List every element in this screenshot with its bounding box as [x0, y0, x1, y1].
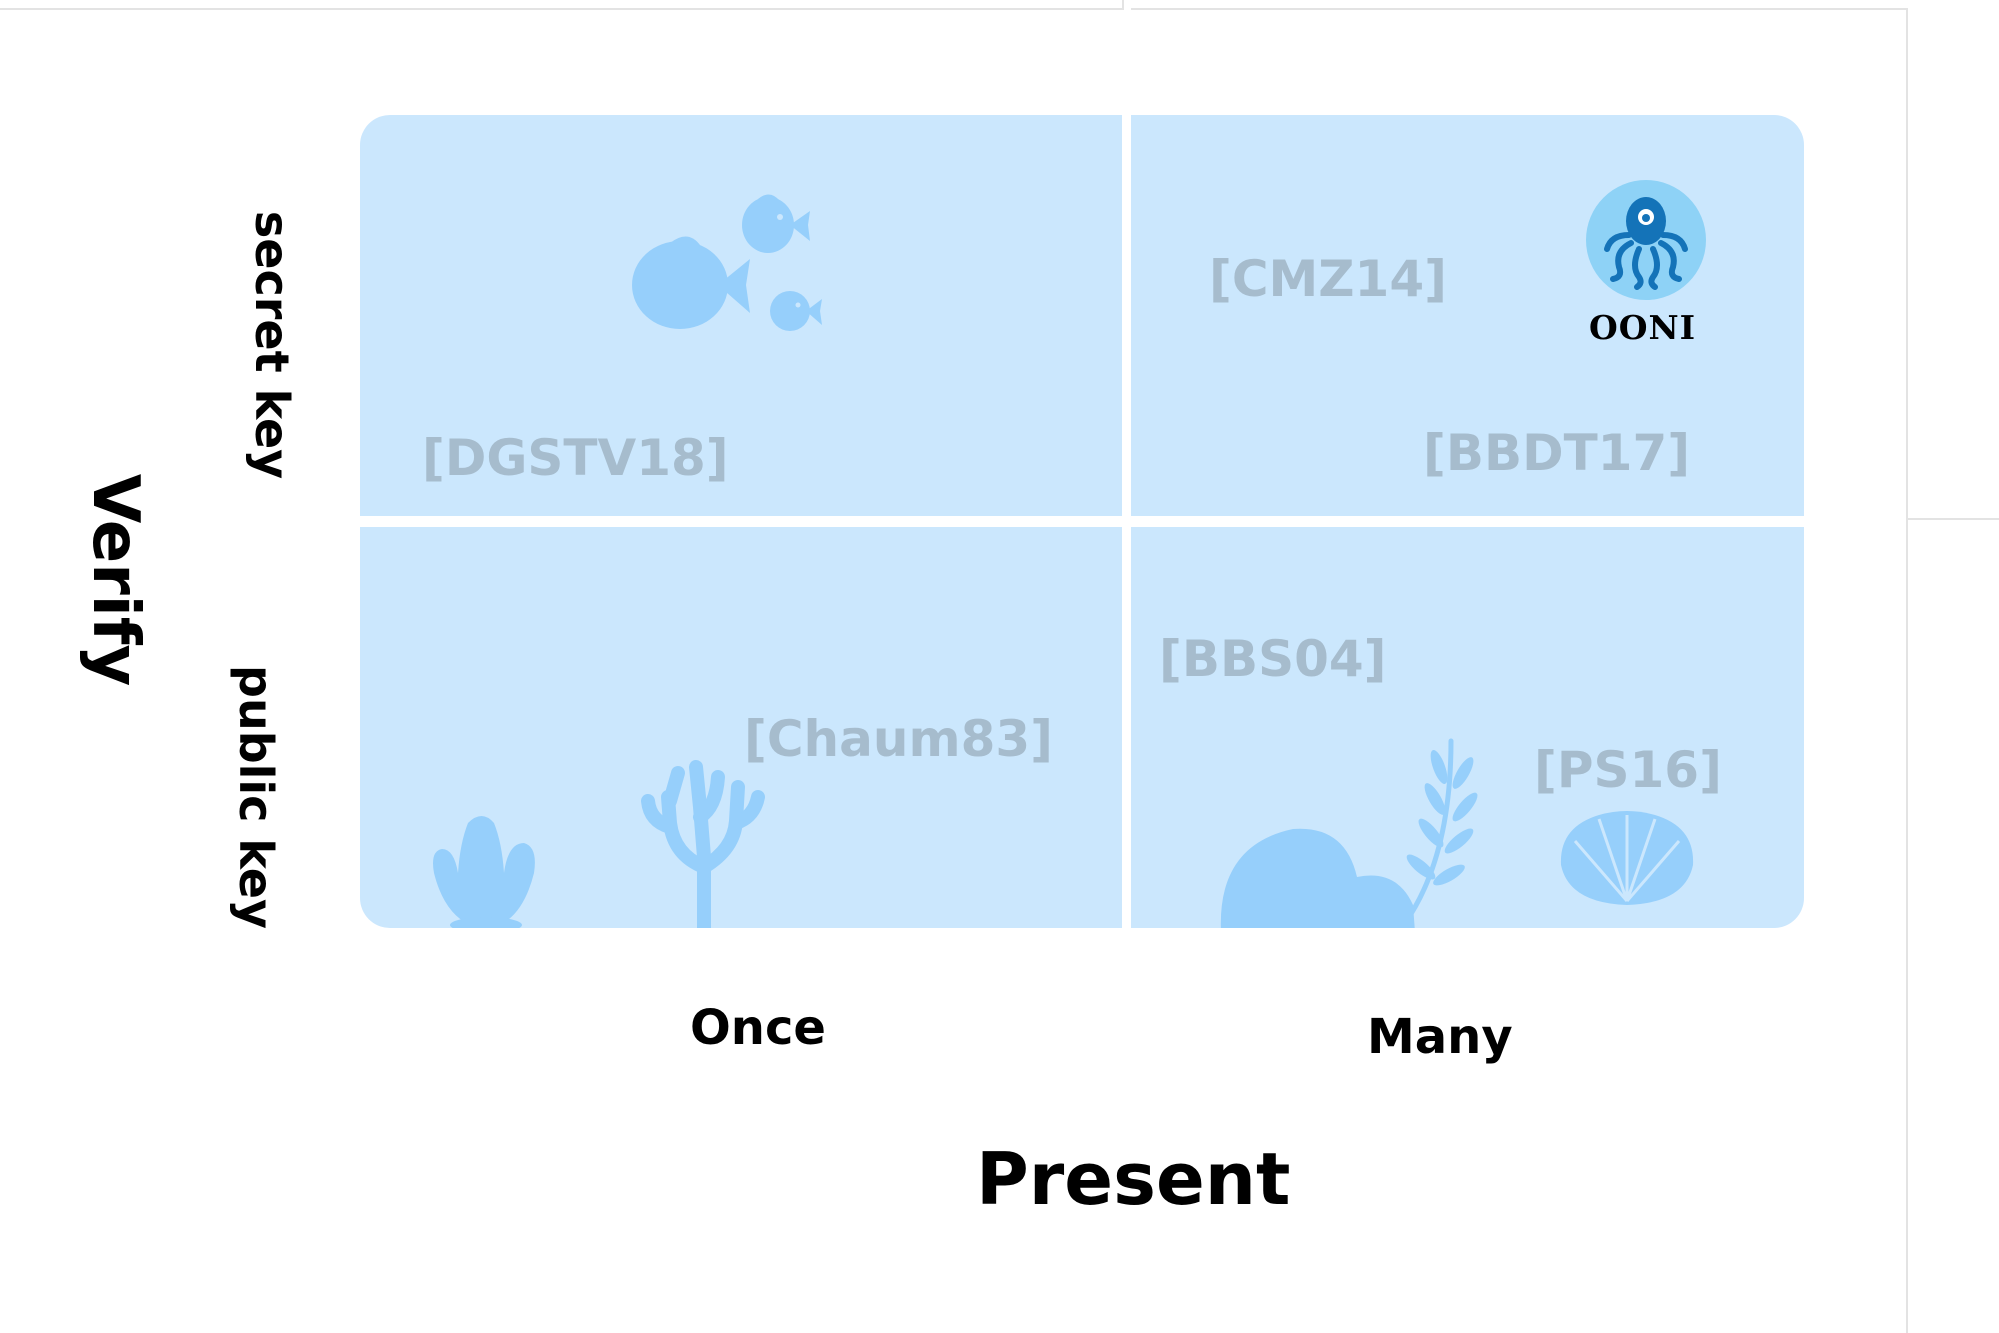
quadrant-public-key-once: [Chaum83]: [360, 527, 1122, 928]
frame-divider-top: [1122, 0, 1124, 10]
frame-right-line: [1906, 8, 1908, 1333]
y-tick-label-secret-key: secret key: [245, 210, 299, 480]
reference-label: [DGSTV18]: [422, 429, 729, 487]
shell-icon: [1560, 811, 1694, 905]
y-axis-title: Verify: [78, 473, 152, 687]
octopus-icon: [1586, 180, 1706, 300]
frame-top-line: [0, 8, 1122, 10]
x-axis-title: Present: [976, 1137, 1291, 1221]
quadrant-secret-key-once: [DGSTV18]: [360, 115, 1122, 516]
coral-branch-icon: [641, 760, 765, 928]
reference-label: [BBS04]: [1159, 630, 1387, 688]
reference-label: [Chaum83]: [744, 710, 1054, 768]
quadrant-secret-key-many: [CMZ14] [BBDT17] OONI: [1131, 115, 1804, 516]
frame-side-line: [1906, 518, 1999, 520]
x-tick-label-many: Many: [1367, 1009, 1513, 1065]
x-tick-label-once: Once: [690, 1000, 826, 1056]
ooni-label: OONI: [1589, 308, 1697, 347]
coral-icon: [433, 816, 535, 928]
reference-label: [BBDT17]: [1423, 424, 1691, 482]
reference-label: [PS16]: [1534, 741, 1722, 799]
reference-label: [CMZ14]: [1209, 250, 1447, 308]
fish-icon: [632, 194, 822, 331]
quadrant-public-key-many: [BBS04] [PS16]: [1131, 527, 1804, 928]
y-tick-label-public-key: public key: [229, 665, 283, 929]
frame-top-line-right: [1131, 8, 1906, 10]
seaweed-icon: [1402, 738, 1478, 926]
rock-icon: [1220, 828, 1415, 928]
